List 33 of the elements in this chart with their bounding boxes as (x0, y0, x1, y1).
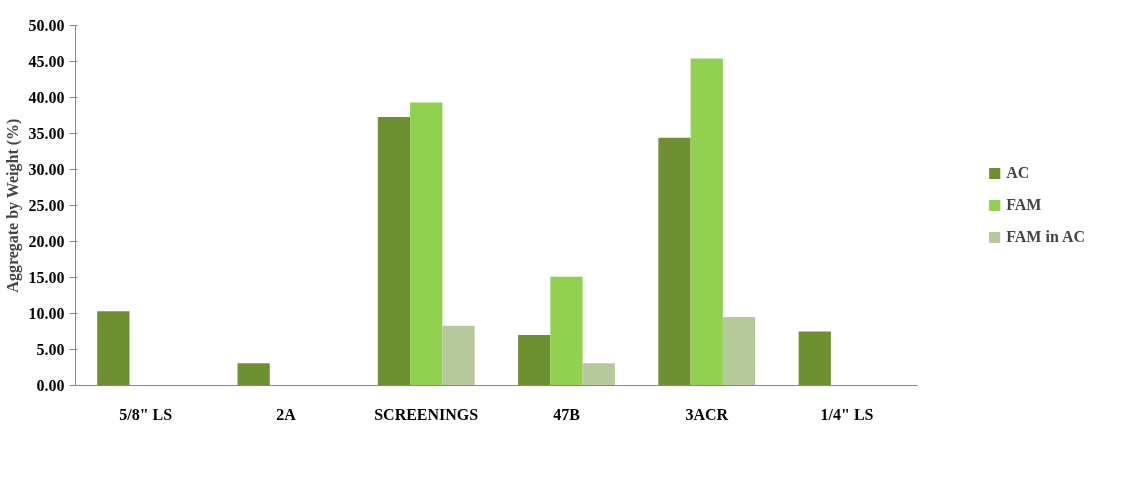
y-tick-label: 40.00 (28, 89, 65, 106)
x-tick-label: 1/4" LS (820, 405, 874, 423)
bar (690, 58, 723, 386)
bar (518, 335, 551, 386)
x-tick-label: 2A (276, 405, 297, 423)
y-tick-label: 25.00 (28, 197, 65, 214)
x-tick-label: 3ACR (685, 405, 729, 423)
bar (582, 363, 615, 386)
x-tick-label: 5/8" LS (119, 405, 173, 423)
bar (658, 137, 691, 386)
y-tick-label: 20.00 (28, 233, 65, 250)
y-tick-label: 5.00 (36, 341, 65, 358)
y-tick-label: 30.00 (28, 161, 65, 178)
bar (722, 317, 756, 386)
bar (550, 276, 583, 386)
bar (410, 102, 443, 386)
y-tick-label: 45.00 (28, 53, 65, 70)
bar (442, 325, 475, 386)
y-tick-label: 15.00 (28, 269, 65, 286)
bar (377, 116, 411, 386)
x-tick-label: SCREENINGS (374, 405, 479, 423)
legend-label: AC (1006, 164, 1030, 182)
y-tick-label: 0.00 (36, 377, 65, 394)
legend-label: FAM in AC (1006, 228, 1085, 246)
bar (97, 311, 130, 386)
y-tick-label: 35.00 (28, 125, 65, 142)
y-axis-title: Aggregate by Weight (%) (3, 118, 22, 293)
legend-label: FAM (1006, 196, 1042, 214)
bar (237, 363, 270, 386)
y-tick-label: 10.00 (28, 305, 65, 322)
y-tick-label: 50.00 (28, 17, 65, 34)
x-tick-label: 47B (553, 405, 581, 423)
bar (798, 331, 831, 386)
